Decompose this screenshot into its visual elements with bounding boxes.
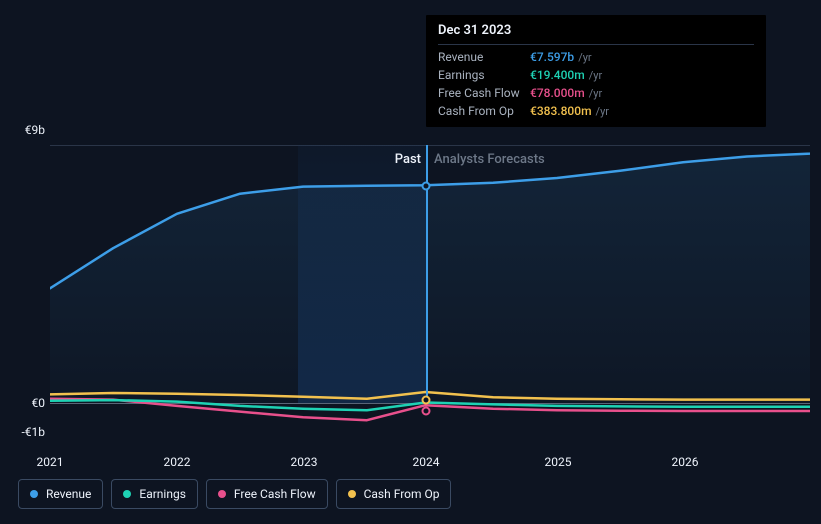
x-axis-label: 2021 [37,455,64,469]
tooltip-row-value: €19.400m [530,68,585,82]
tooltip-row: Free Cash Flow €78.000m /yr [438,84,754,102]
legend-dot-icon [218,490,226,498]
tooltip-date: Dec 31 2023 [438,23,754,45]
y-axis-label: -€1b [20,425,45,439]
legend-item-free-cash-flow[interactable]: Free Cash Flow [206,479,328,509]
series-marker-free_cash_flow [422,407,431,416]
y-axis-label: €9b [20,123,45,137]
legend-item-revenue[interactable]: Revenue [18,479,103,509]
legend-item-cash-from-op[interactable]: Cash From Op [336,479,452,509]
tooltip-row-unit: /yr [578,51,591,64]
legend-item-label: Revenue [46,487,91,501]
y-axis-label: €0 [20,396,45,410]
x-axis-label: 2022 [164,455,191,469]
legend-dot-icon [30,490,38,498]
zero-line [50,403,810,404]
tooltip-row-name: Free Cash Flow [438,86,530,100]
x-axis-label: 2026 [672,455,699,469]
tooltip-row: Revenue €7.597b /yr [438,48,754,66]
tooltip-row-unit: /yr [596,105,609,118]
past-section-label: Past [395,152,421,167]
legend-dot-icon [123,490,131,498]
tooltip-row-name: Revenue [438,50,530,64]
tooltip-row-name: Cash From Op [438,104,530,118]
past-shade-region [298,145,426,403]
series-marker-revenue [422,182,431,191]
chart-top-border [50,145,810,146]
x-axis-label: 2024 [413,455,440,469]
chart-tooltip: Dec 31 2023 Revenue €7.597b /yrEarnings … [426,15,766,127]
revenue-area [50,151,810,403]
tooltip-row-value: €7.597b [530,50,574,64]
line-revenue [50,151,810,289]
forecast-section-label: Analysts Forecasts [434,152,545,167]
legend-item-label: Earnings [139,487,186,501]
tooltip-row-unit: /yr [589,87,602,100]
chart-lines [50,145,810,440]
series-marker-cash_from_op [422,396,431,405]
legend-item-label: Free Cash Flow [234,487,316,501]
tooltip-row-value: €78.000m [530,86,585,100]
x-axis-label: 2023 [291,455,318,469]
legend-dot-icon [348,490,356,498]
tooltip-row-unit: /yr [589,69,602,82]
chart-legend: Revenue Earnings Free Cash Flow Cash Fro… [18,479,451,509]
legend-item-label: Cash From Op [364,487,440,501]
tooltip-row: Earnings €19.400m /yr [438,66,754,84]
tooltip-row-value: €383.800m [530,104,592,118]
legend-item-earnings[interactable]: Earnings [111,479,198,509]
x-axis-label: 2025 [545,455,572,469]
tooltip-row: Cash From Op €383.800m /yr [438,102,754,120]
tooltip-row-name: Earnings [438,68,530,82]
